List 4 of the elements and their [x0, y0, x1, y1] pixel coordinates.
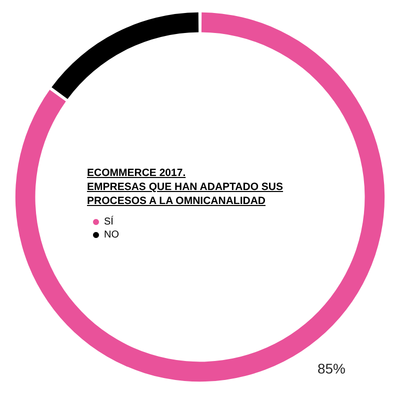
- data-label: 85%: [317, 360, 346, 377]
- legend-label: SÍ: [104, 216, 114, 228]
- text: ECOMMERCE 2017. EMPRESAS QUE HAN ADAPTADO SUS PROCESOS A LA OMNICANALIDAD: [87, 166, 284, 208]
- legend-label: NO: [104, 230, 120, 240]
